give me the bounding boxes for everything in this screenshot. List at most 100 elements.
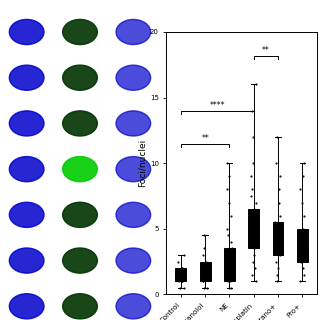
Point	[181, 252, 186, 258]
Point	[228, 266, 233, 271]
Point	[180, 279, 185, 284]
Point	[203, 272, 208, 277]
Point	[176, 279, 181, 284]
Point	[301, 233, 306, 238]
Text: **: **	[262, 46, 270, 55]
Point	[202, 246, 207, 251]
Point	[274, 226, 279, 231]
Point	[250, 272, 255, 277]
Point	[300, 226, 306, 231]
Text: γH2AX: γH2AX	[68, 6, 92, 12]
Point	[249, 187, 254, 192]
Text: Merge: Merge	[122, 6, 145, 12]
Point	[230, 246, 235, 251]
Point	[250, 161, 255, 166]
Point	[276, 266, 281, 271]
Point	[297, 252, 302, 258]
Point	[277, 233, 282, 238]
Point	[204, 285, 210, 291]
Point	[254, 220, 259, 225]
PathPatch shape	[248, 209, 259, 248]
Point	[227, 279, 232, 284]
Point	[301, 161, 306, 166]
Ellipse shape	[63, 20, 97, 44]
Ellipse shape	[116, 111, 151, 136]
Point	[252, 266, 257, 271]
Point	[277, 213, 282, 218]
Ellipse shape	[116, 20, 151, 44]
Point	[229, 252, 235, 258]
Point	[176, 259, 181, 264]
Point	[227, 285, 232, 291]
Point	[224, 259, 229, 264]
Point	[180, 266, 185, 271]
Point	[251, 252, 256, 258]
Ellipse shape	[63, 111, 97, 136]
Ellipse shape	[9, 20, 44, 44]
Point	[252, 246, 257, 251]
PathPatch shape	[224, 248, 235, 281]
Point	[227, 200, 232, 205]
Point	[302, 213, 307, 218]
Point	[253, 82, 258, 87]
PathPatch shape	[273, 222, 284, 255]
Point	[224, 272, 229, 277]
Ellipse shape	[116, 156, 151, 182]
Point	[278, 239, 284, 244]
Point	[275, 134, 280, 140]
Point	[300, 200, 305, 205]
Point	[253, 226, 258, 231]
Ellipse shape	[116, 202, 151, 228]
Point	[252, 207, 257, 212]
Point	[179, 279, 184, 284]
Point	[249, 239, 254, 244]
PathPatch shape	[200, 262, 211, 281]
Point	[300, 266, 306, 271]
Point	[273, 220, 278, 225]
Point	[227, 174, 232, 179]
Ellipse shape	[63, 248, 97, 273]
Point	[299, 246, 304, 251]
Ellipse shape	[9, 111, 44, 136]
Ellipse shape	[9, 248, 44, 273]
Point	[273, 259, 278, 264]
Point	[181, 285, 186, 291]
Point	[201, 266, 206, 271]
Point	[225, 226, 230, 231]
Point	[274, 272, 279, 277]
Ellipse shape	[63, 65, 97, 90]
PathPatch shape	[175, 268, 187, 281]
Point	[178, 285, 183, 291]
Point	[201, 252, 206, 258]
Point	[301, 174, 306, 179]
Point	[224, 161, 229, 166]
Point	[180, 272, 186, 277]
Point	[202, 266, 207, 271]
Text: DAPI: DAPI	[18, 6, 35, 12]
Point	[226, 233, 231, 238]
Point	[228, 272, 233, 277]
Point	[273, 246, 278, 251]
Point	[298, 279, 303, 284]
Point	[298, 187, 303, 192]
Point	[225, 187, 230, 192]
Ellipse shape	[9, 156, 44, 182]
Point	[225, 266, 230, 271]
Point	[277, 252, 282, 258]
Ellipse shape	[63, 294, 97, 319]
Point	[201, 285, 206, 291]
Point	[273, 161, 278, 166]
Point	[250, 108, 255, 113]
Point	[201, 279, 206, 284]
Point	[275, 279, 280, 284]
Point	[225, 279, 230, 284]
Point	[253, 213, 259, 218]
Point	[228, 213, 233, 218]
Ellipse shape	[116, 65, 151, 90]
Point	[249, 174, 254, 179]
Ellipse shape	[9, 294, 44, 319]
Text: **: **	[201, 134, 209, 143]
Point	[229, 239, 234, 244]
Point	[251, 134, 256, 140]
Point	[201, 279, 206, 284]
